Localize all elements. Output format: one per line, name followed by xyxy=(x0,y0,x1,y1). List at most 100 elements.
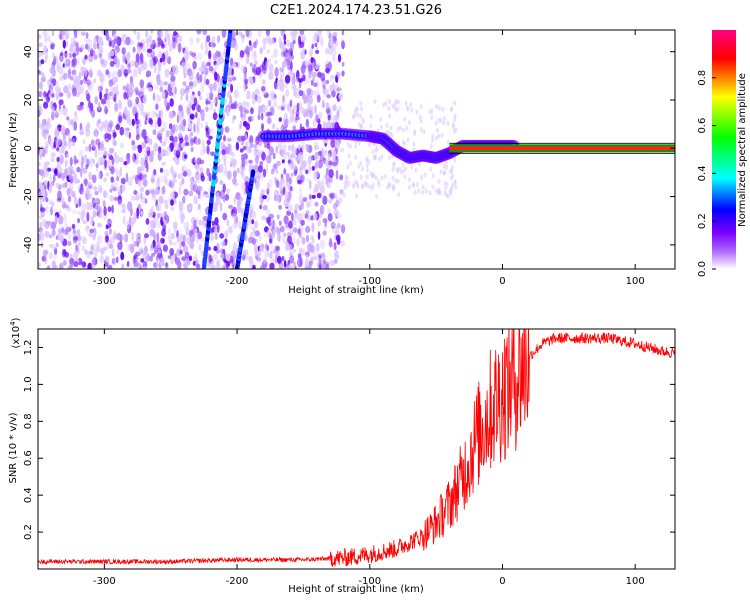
heat-sparse xyxy=(431,137,434,143)
heat-blob xyxy=(50,152,56,158)
heat-blob xyxy=(182,68,186,74)
heat-blob xyxy=(51,260,56,269)
heat-sparse xyxy=(359,100,363,106)
heat-blob xyxy=(59,52,64,63)
heat-blob xyxy=(128,88,134,95)
heat-blob xyxy=(196,30,202,35)
heat-blob xyxy=(301,212,306,218)
heat-blob xyxy=(44,37,48,43)
heat-blob xyxy=(117,241,123,251)
heat-blob xyxy=(279,70,285,78)
heat-blob xyxy=(38,233,41,242)
heat-blob xyxy=(143,46,146,53)
colorbar-gradient xyxy=(712,30,736,269)
heat-blob xyxy=(196,117,201,126)
heat-blob xyxy=(158,146,162,154)
heat-blob xyxy=(53,168,58,175)
heat-blob xyxy=(39,198,43,205)
heat-blob xyxy=(155,180,160,190)
heat-blob xyxy=(223,158,227,167)
heat-sparse xyxy=(431,184,435,190)
heat-blob xyxy=(186,221,190,227)
heat-blob xyxy=(303,59,308,68)
heat-blob xyxy=(145,189,150,196)
heat-blob xyxy=(179,121,184,130)
heat-blob xyxy=(113,86,116,93)
heat-blob xyxy=(86,122,90,133)
heat-blob xyxy=(140,157,145,167)
heat-blob xyxy=(292,248,296,253)
heat-blob xyxy=(44,179,48,186)
snr-x-label: Height of straight line (km) xyxy=(288,584,424,595)
heat-sparse xyxy=(346,164,350,170)
heat-blob xyxy=(179,249,183,255)
heat-blob xyxy=(315,79,320,89)
heat-blob xyxy=(194,174,200,179)
heat-blob xyxy=(50,157,55,163)
heat-blob xyxy=(253,243,258,253)
heat-blob xyxy=(269,262,275,269)
heat-blob xyxy=(319,239,325,250)
heat-blob xyxy=(181,256,187,261)
heat-blob xyxy=(320,193,324,202)
heat-blob xyxy=(90,218,94,226)
heat-blob xyxy=(43,148,47,154)
heat-blob xyxy=(214,62,219,70)
heat-blob xyxy=(187,99,191,107)
heat-sparse xyxy=(415,182,419,188)
heat-blob xyxy=(64,158,68,168)
heat-blob xyxy=(94,198,100,204)
colorbar-tick-label: 0.4 xyxy=(697,165,708,181)
heat-blob xyxy=(53,174,56,183)
heat-blob xyxy=(111,248,115,257)
heat-blob xyxy=(182,81,187,87)
heat-blob xyxy=(341,30,345,36)
heat-blob xyxy=(240,135,246,142)
heat-blob xyxy=(182,195,186,204)
heat-blob xyxy=(123,161,128,166)
heat-blob xyxy=(159,167,164,173)
heat-blob xyxy=(194,259,200,268)
heat-blob xyxy=(205,44,209,52)
heat-sparse xyxy=(445,164,449,170)
heat-blob xyxy=(220,58,225,64)
heat-sparse xyxy=(359,174,363,180)
heat-blob xyxy=(66,206,69,211)
heat-blob xyxy=(297,78,304,83)
heat-blob xyxy=(259,264,265,269)
heat-blob xyxy=(250,257,254,265)
heat-blob xyxy=(282,94,285,103)
heat-sparse xyxy=(406,137,410,143)
heat-blob xyxy=(321,149,327,157)
heat-blob xyxy=(49,67,54,74)
heat-blob xyxy=(281,150,285,159)
heat-blob xyxy=(174,125,178,135)
heat-blob xyxy=(61,30,66,36)
heat-blob xyxy=(266,188,270,195)
heat-blob xyxy=(216,259,220,267)
heat-blob xyxy=(38,119,41,129)
heat-blob xyxy=(321,99,325,105)
heat-blob xyxy=(39,71,44,76)
heat-blob xyxy=(84,248,88,255)
heat-blob xyxy=(184,134,189,143)
heat-blob xyxy=(252,99,256,105)
heat-blob xyxy=(76,166,81,173)
heat-blob xyxy=(262,65,267,75)
heat-blob xyxy=(165,130,170,138)
heat-blob xyxy=(139,186,144,193)
heat-blob xyxy=(40,85,44,90)
heat-blob xyxy=(196,125,200,135)
heat-sparse xyxy=(414,167,418,173)
heat-blob xyxy=(269,90,275,100)
heat-blob xyxy=(95,133,99,139)
heat-blob xyxy=(150,43,156,50)
heat-blob xyxy=(145,30,149,38)
heat-blob xyxy=(64,30,70,38)
heat-blob xyxy=(255,39,259,45)
heat-sparse xyxy=(428,190,432,196)
x-tick-label: -200 xyxy=(226,576,249,587)
heat-sparse xyxy=(372,173,376,179)
heat-blob xyxy=(141,141,147,149)
